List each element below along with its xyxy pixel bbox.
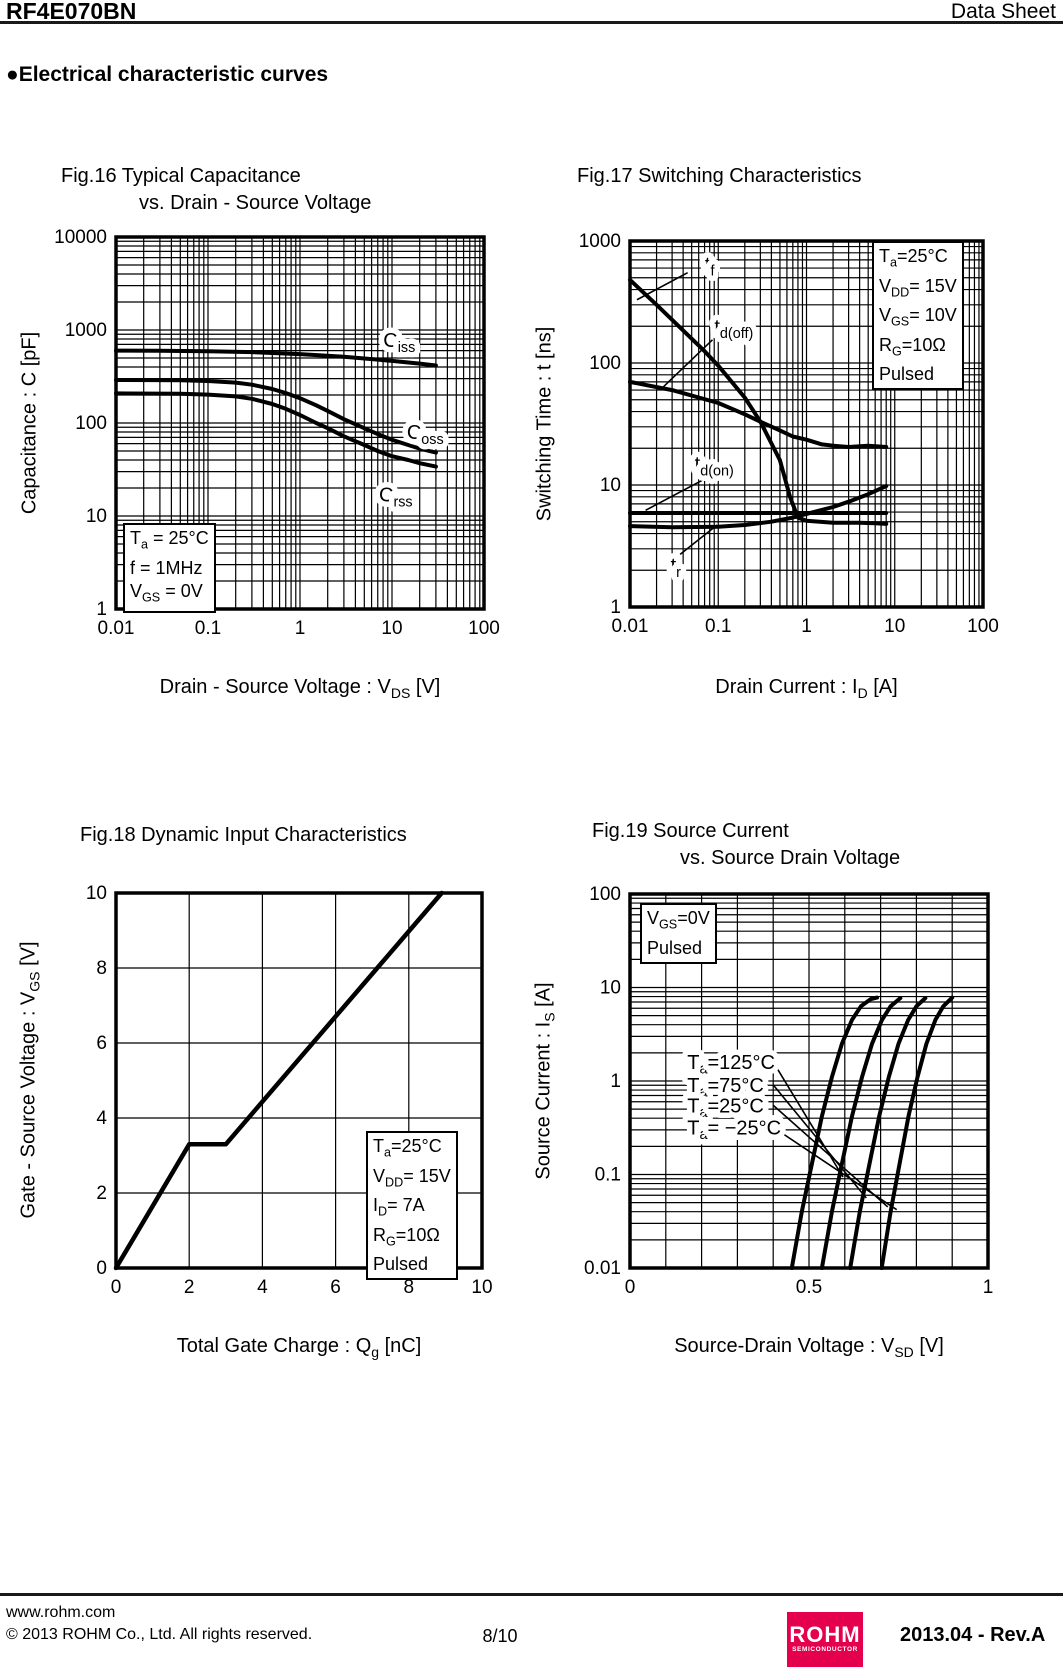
svg-text:1: 1 bbox=[610, 1071, 621, 1092]
svg-text:1: 1 bbox=[801, 616, 812, 637]
footer-rule bbox=[0, 1593, 1063, 1596]
svg-text:8: 8 bbox=[404, 1277, 415, 1298]
part-number: RF4E070BN bbox=[6, 0, 137, 24]
svg-text:1: 1 bbox=[610, 597, 621, 618]
footer-copyright: © 2013 ROHM Co., Ltd. All rights reserve… bbox=[6, 1626, 313, 1643]
svg-text:100: 100 bbox=[75, 413, 107, 434]
svg-text:10: 10 bbox=[86, 883, 107, 904]
svg-text:8: 8 bbox=[96, 958, 107, 979]
fig19-plot: Ta=125°CTa=75°CTa=25°CTa= −25°C0 0.5 10.01… bbox=[584, 884, 994, 1298]
fig16-conditions-box: Ta = 25°C f = 1MHz VGS = 0V bbox=[123, 523, 216, 614]
fig17-x-axis-label: Drain Current : ID [A] bbox=[715, 676, 898, 701]
svg-text:td(off): td(off) bbox=[714, 316, 753, 342]
fig17-title: Fig.17 Switching Characteristics bbox=[577, 165, 862, 187]
svg-text:10: 10 bbox=[381, 618, 402, 639]
fig18-x-axis-label: Total Gate Charge : Qg [nC] bbox=[176, 1335, 422, 1360]
doc-type-label: Data Sheet bbox=[950, 0, 1056, 23]
svg-text:0: 0 bbox=[96, 1258, 107, 1279]
rohm-logo: ROHM SEMICONDUCTOR bbox=[787, 1612, 863, 1667]
svg-text:100: 100 bbox=[589, 353, 621, 374]
fig19-title: Fig.19 Source Current vs. Source Drain V… bbox=[592, 820, 901, 869]
svg-text:100: 100 bbox=[589, 884, 621, 905]
svg-text:0.1: 0.1 bbox=[195, 618, 221, 639]
svg-text:100: 100 bbox=[967, 616, 999, 637]
rohm-logo-subtext: SEMICONDUCTOR bbox=[792, 1646, 858, 1653]
svg-text:4: 4 bbox=[96, 1108, 107, 1129]
svg-text:1000: 1000 bbox=[65, 320, 107, 341]
fig18-title: Fig.18 Dynamic Input Characteristics bbox=[80, 824, 407, 846]
svg-text:Coss: Coss bbox=[407, 422, 444, 448]
svg-text:0: 0 bbox=[625, 1277, 636, 1298]
fig19-x-axis-label: Source-Drain Voltage : VSD [V] bbox=[674, 1335, 944, 1360]
svg-text:tr: tr bbox=[671, 555, 682, 581]
svg-text:Ta= −25°C: Ta= −25°C bbox=[687, 1117, 781, 1143]
svg-text:100: 100 bbox=[468, 618, 500, 639]
section-heading: ●Electrical characteristic curves bbox=[6, 63, 328, 87]
svg-text:10: 10 bbox=[600, 978, 621, 999]
fig18-conditions-box: Ta=25°C VDD= 15V ID= 7A RG=10Ω Pulsed bbox=[366, 1131, 458, 1281]
svg-text:1: 1 bbox=[96, 599, 107, 620]
page-number: 8/10 bbox=[482, 1626, 518, 1646]
svg-text:10: 10 bbox=[600, 475, 621, 496]
svg-text:0.01: 0.01 bbox=[98, 618, 135, 639]
svg-text:Ta=125°C: Ta=125°C bbox=[687, 1052, 775, 1078]
svg-text:0.1: 0.1 bbox=[705, 616, 731, 637]
header-rule bbox=[0, 21, 1063, 24]
svg-text:10000: 10000 bbox=[54, 227, 107, 248]
svg-text:6: 6 bbox=[330, 1277, 341, 1298]
revision-label: 2013.04 - Rev.A bbox=[900, 1624, 1046, 1646]
footer-website: www.rohm.com bbox=[6, 1604, 116, 1621]
svg-text:1: 1 bbox=[983, 1277, 994, 1298]
section-title: Electrical characteristic curves bbox=[18, 63, 329, 86]
bullet-icon: ● bbox=[6, 63, 19, 86]
svg-text:10: 10 bbox=[86, 506, 107, 527]
fig19-conditions-box: VGS=0V Pulsed bbox=[640, 903, 717, 964]
svg-text:0.1: 0.1 bbox=[595, 1165, 621, 1186]
svg-text:1000: 1000 bbox=[579, 231, 621, 252]
svg-text:0.01: 0.01 bbox=[584, 1258, 621, 1279]
svg-text:0: 0 bbox=[111, 1277, 122, 1298]
svg-text:4: 4 bbox=[257, 1277, 268, 1298]
svg-text:10: 10 bbox=[471, 1277, 492, 1298]
fig16-x-axis-label: Drain - Source Voltage : VDS [V] bbox=[159, 676, 441, 701]
svg-text:0.01: 0.01 bbox=[612, 616, 649, 637]
svg-text:1: 1 bbox=[295, 618, 306, 639]
svg-text:0.5: 0.5 bbox=[796, 1277, 822, 1298]
rohm-logo-text: ROHM bbox=[789, 1622, 861, 1647]
fig16-title: Fig.16 Typical Capacitance vs. Drain - S… bbox=[61, 165, 372, 214]
svg-text:2: 2 bbox=[96, 1183, 107, 1204]
svg-text:2: 2 bbox=[184, 1277, 195, 1298]
svg-text:10: 10 bbox=[884, 616, 905, 637]
svg-text:6: 6 bbox=[96, 1033, 107, 1054]
fig17-conditions-box: Ta=25°C VDD= 15V VGS= 10V RG=10Ω Pulsed bbox=[872, 241, 964, 391]
svg-text:Ta=75°C: Ta=75°C bbox=[687, 1075, 764, 1101]
